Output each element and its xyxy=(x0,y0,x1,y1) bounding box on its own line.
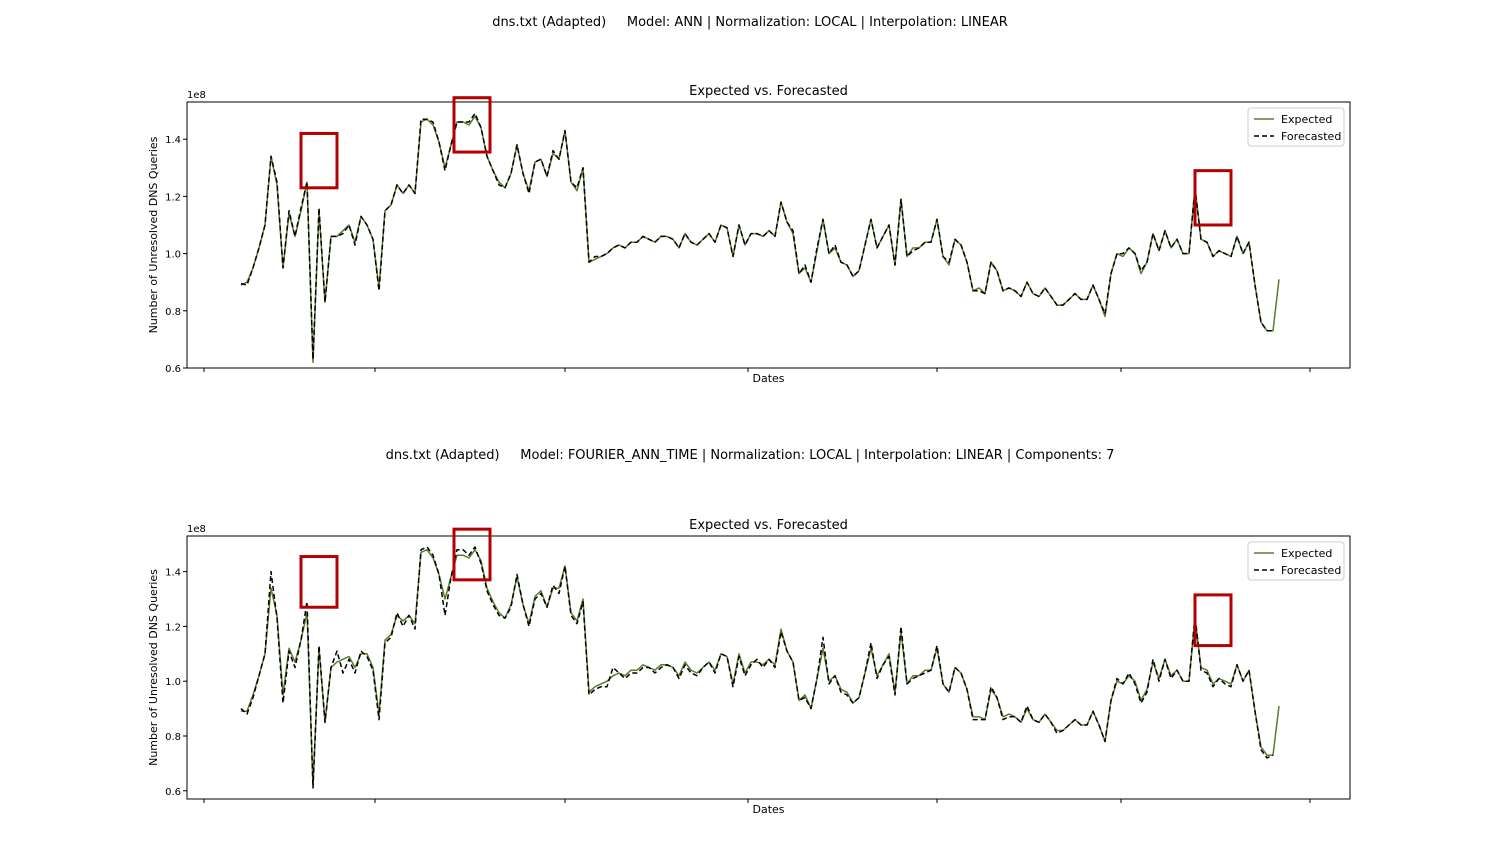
y-axis-label: Number of Unresolved DNS Queries xyxy=(147,136,160,333)
legend-expected-label: Expected xyxy=(1281,547,1332,560)
chart-title: Expected vs. Forecasted xyxy=(689,518,848,533)
y-tick-label: 1.4 xyxy=(165,135,181,146)
legend: Expected Forecasted xyxy=(1247,107,1345,147)
figure-suptitle-1: dns.txt (Adapted) Model: ANN | Normaliza… xyxy=(492,15,1008,30)
legend-forecasted-label: Forecasted xyxy=(1281,564,1341,577)
legend-forecasted-label: Forecasted xyxy=(1281,130,1341,143)
x-axis-label: Dates xyxy=(752,372,784,385)
y-tick-label: 1.2 xyxy=(165,622,181,633)
chart-title: Expected vs. Forecasted xyxy=(689,84,848,99)
y-tick-label: 1.4 xyxy=(165,568,181,579)
y-tick-label: 1.0 xyxy=(165,677,181,688)
x-axis-label: Dates xyxy=(752,803,784,816)
plot-frame xyxy=(186,535,1351,800)
highlight-box-3 xyxy=(1193,169,1233,227)
expected-series-line xyxy=(240,115,1280,364)
y-tick-label: 1.0 xyxy=(165,250,181,261)
expected-series-line xyxy=(241,548,1280,787)
highlight-box-1 xyxy=(299,131,339,190)
forecasted-series-line xyxy=(240,546,1274,789)
y-tick-label: 0.6 xyxy=(165,787,181,798)
chart-2: Expected vs. Forecasted 0.6 0.8 1.0 1.2 1.4 1e… xyxy=(147,518,1351,816)
highlight-box-1 xyxy=(299,555,339,609)
highlight-box-2 xyxy=(452,527,492,582)
plot-frame xyxy=(186,101,1351,369)
forecasted-series-line xyxy=(240,112,1273,361)
y-scale-label: 1e8 xyxy=(187,524,206,535)
y-tick-label: 0.8 xyxy=(165,732,181,743)
highlight-box-2 xyxy=(452,96,492,154)
y-tick-label: 1.2 xyxy=(165,192,181,203)
y-scale-label: 1e8 xyxy=(187,90,206,101)
legend: Expected Forecasted xyxy=(1247,541,1345,581)
figure-suptitle-2: dns.txt (Adapted) Model: FOURIER_ANN_TIM… xyxy=(385,448,1115,463)
y-tick-label: 0.8 xyxy=(165,307,181,318)
legend-expected-label: Expected xyxy=(1281,113,1332,126)
y-tick-label: 0.6 xyxy=(165,364,181,375)
chart-1: Expected vs. Forecasted 0.6 0.8 1.0 1.2 1.4 1e… xyxy=(147,84,1351,385)
y-axis-label: Number of Unresolved DNS Queries xyxy=(147,569,160,766)
highlight-box-3 xyxy=(1193,593,1233,648)
